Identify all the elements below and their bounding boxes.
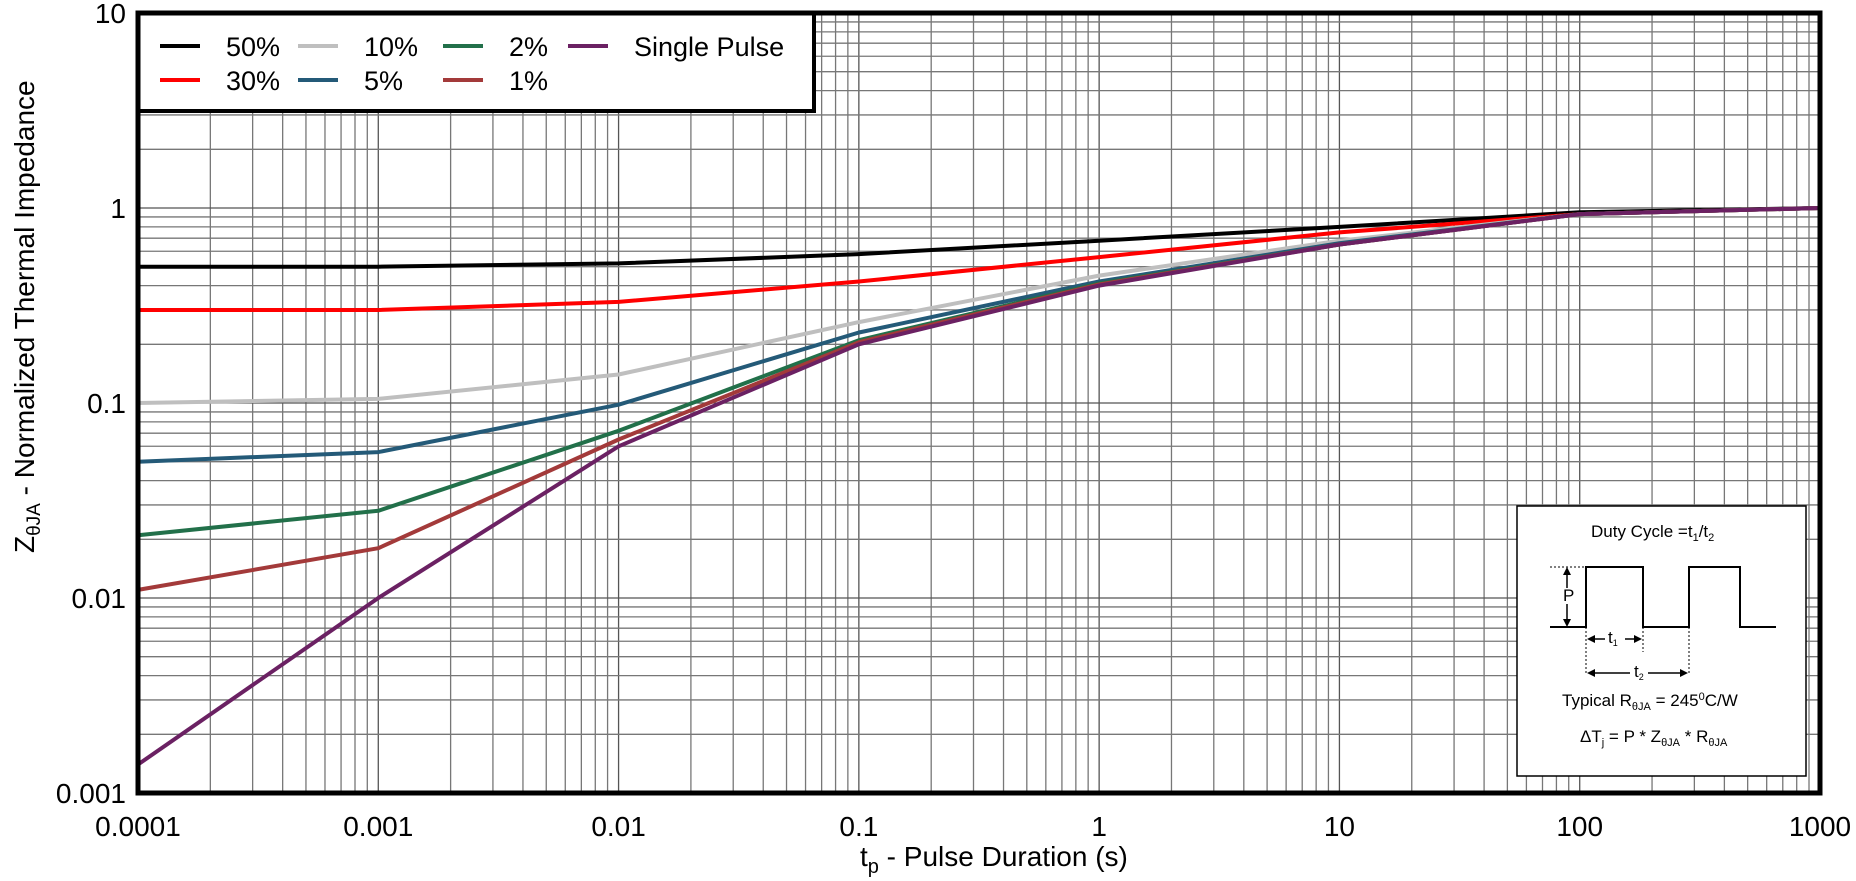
plot-frame: [135, 10, 1823, 796]
svg-text:t1: t1: [1608, 628, 1618, 648]
svg-text:1%: 1%: [509, 66, 548, 96]
svg-text:0.0001: 0.0001: [95, 811, 181, 842]
svg-text:10: 10: [1324, 811, 1355, 842]
curves: [136, 206, 1821, 767]
svg-text:1000: 1000: [1789, 811, 1851, 842]
svg-text:10%: 10%: [364, 32, 418, 62]
svg-text:0.1: 0.1: [87, 388, 126, 419]
svg-text:ΔTj = P * ZθJA * RθJA: ΔTj = P * ZθJA * RθJA: [1580, 727, 1728, 749]
svg-text:0.1: 0.1: [839, 811, 878, 842]
svg-text:0.01: 0.01: [591, 811, 646, 842]
svg-text:2%: 2%: [509, 32, 548, 62]
series-2-: [137, 206, 1821, 538]
svg-text:0.001: 0.001: [56, 778, 126, 809]
series-single-pulse: [136, 206, 1821, 767]
series-50-: [138, 206, 1821, 269]
duty-cycle-inset: Duty Cycle =t1/t2 P t1 t2 Typical RθJA =…: [1516, 505, 1807, 777]
svg-text:100: 100: [1556, 811, 1603, 842]
x-axis-label: tp - Pulse Duration (s): [860, 841, 1128, 878]
series-30-: [138, 206, 1821, 312]
svg-text:1: 1: [1091, 811, 1107, 842]
svg-text:0.01: 0.01: [72, 583, 127, 614]
svg-text:Single Pulse: Single Pulse: [634, 32, 784, 62]
svg-text:0.001: 0.001: [343, 811, 413, 842]
svg-text:30%: 30%: [226, 66, 280, 96]
svg-text:10: 10: [95, 0, 126, 29]
svg-text:P: P: [1563, 586, 1574, 605]
legend: 50% 10% 2% Single Pulse 30% 5% 1%: [136, 11, 816, 113]
y-tick-labels: 0.001 0.01 0.1 1 10: [56, 0, 126, 809]
svg-text:t2: t2: [1634, 662, 1644, 682]
svg-text:Duty Cycle =t1/t2: Duty Cycle =t1/t2: [1591, 522, 1714, 544]
svg-text:5%: 5%: [364, 66, 403, 96]
svg-text:1: 1: [110, 193, 126, 224]
svg-text:Typical RθJA = 2450C/W: Typical RθJA = 2450C/W: [1562, 691, 1738, 713]
y-axis-label: ZθJA - Normalized Thermal Impedance: [9, 80, 45, 553]
x-tick-labels: 0.0001 0.001 0.01 0.1 1 10 100 1000: [95, 811, 1851, 842]
svg-text:50%: 50%: [226, 32, 280, 62]
